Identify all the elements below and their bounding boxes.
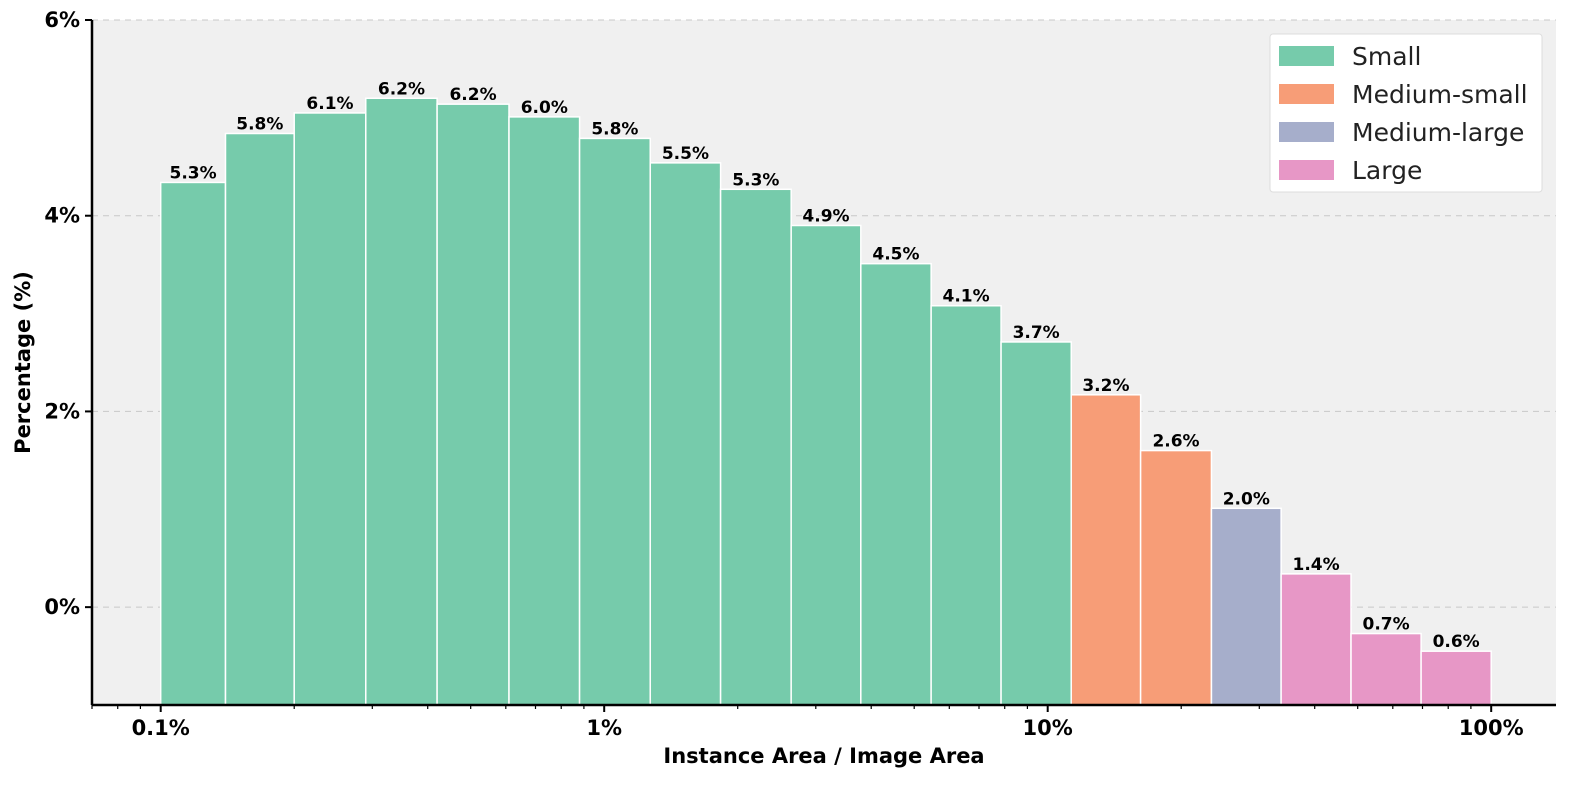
- bar: [1070, 394, 1142, 706]
- bar: [649, 162, 722, 706]
- y-tick-label: 0%: [44, 595, 80, 619]
- legend-label: Medium-small: [1352, 80, 1528, 109]
- bar: [1420, 650, 1492, 706]
- bar-value-label: 6.2%: [378, 79, 425, 99]
- bar: [719, 188, 792, 706]
- bar: [930, 304, 1002, 706]
- y-tick-label: 4%: [44, 204, 80, 228]
- bar: [508, 116, 581, 706]
- bar: [224, 132, 295, 706]
- bar-value-label: 5.8%: [591, 119, 638, 139]
- legend-label: Small: [1352, 42, 1421, 71]
- bar-value-label: 2.6%: [1152, 432, 1199, 452]
- bar: [1280, 573, 1352, 706]
- bar-value-label: 6.0%: [521, 98, 568, 118]
- legend-label: Medium-large: [1352, 118, 1524, 147]
- bar-value-label: 3.2%: [1082, 376, 1129, 396]
- bar-value-label: 4.5%: [872, 245, 919, 265]
- legend-box: [1269, 33, 1543, 193]
- y-axis-title: Percentage (%): [11, 271, 35, 454]
- bar-value-label: 5.3%: [732, 170, 779, 190]
- bar-value-label: 4.1%: [943, 287, 990, 307]
- bar-value-label: 1.4%: [1292, 555, 1339, 575]
- bar-labels: 5.3% 5.8% 6.1% 6.2% 6.2% 6.0% 5.8% 5.5% 5.3% 4.9%…: [170, 79, 1480, 652]
- bar-value-label: 0.6%: [1433, 632, 1480, 652]
- bar: [1350, 632, 1422, 706]
- bar: [293, 112, 367, 706]
- bar: [860, 262, 932, 706]
- bar: [365, 97, 438, 706]
- bar: [1000, 341, 1072, 706]
- bar-value-label: 5.3%: [170, 163, 217, 183]
- bar-value-label: 5.8%: [236, 115, 283, 135]
- bar-value-label: 4.9%: [802, 207, 849, 227]
- bar-value-label: 6.1%: [306, 94, 353, 114]
- bar: [578, 137, 651, 706]
- legend: Small Medium-small Medium-large Large: [1269, 33, 1543, 193]
- bar-value-label: 2.0%: [1223, 489, 1270, 509]
- x-tick-label: 0.1%: [132, 716, 190, 740]
- legend-swatch: [1279, 122, 1334, 142]
- x-tick-label: 1%: [586, 716, 622, 740]
- y-tick-label: 2%: [44, 399, 80, 423]
- legend-swatch: [1279, 160, 1334, 180]
- bar-value-label: 0.7%: [1362, 615, 1409, 635]
- bar-value-label: 5.5%: [662, 144, 709, 164]
- bar: [1139, 449, 1213, 706]
- x-tick-label: 100%: [1459, 716, 1524, 740]
- bar-value-label: 6.2%: [449, 85, 496, 105]
- bar: [436, 103, 510, 706]
- bar-value-label: 3.7%: [1013, 323, 1060, 343]
- legend-swatch: [1279, 46, 1334, 66]
- bar: [790, 224, 862, 706]
- x-tick-label: 10%: [1023, 716, 1073, 740]
- x-axis-title: Instance Area / Image Area: [663, 744, 984, 768]
- bar: [159, 181, 227, 706]
- bar: [1210, 507, 1282, 706]
- ticks: 0% 2% 4% 6% 0.1% 1% 10% 100%: [44, 8, 1523, 740]
- legend-label: Large: [1352, 156, 1422, 185]
- axes: [90, 20, 1556, 707]
- y-tick-label: 6%: [44, 8, 80, 32]
- legend-swatch: [1279, 84, 1334, 104]
